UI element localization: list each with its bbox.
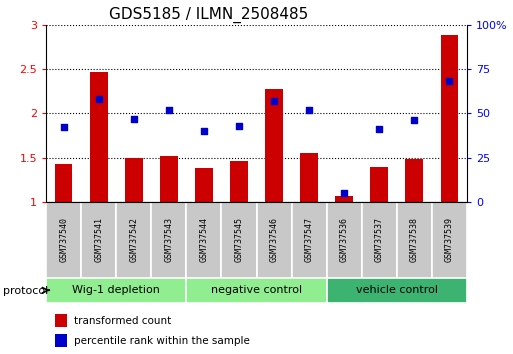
Point — [445, 79, 453, 84]
Bar — [432, 202, 467, 278]
Bar — [116, 202, 151, 278]
Text: percentile rank within the sample: percentile rank within the sample — [73, 336, 249, 346]
Text: GDS5185 / ILMN_2508485: GDS5185 / ILMN_2508485 — [109, 7, 308, 23]
Point — [130, 116, 138, 121]
Point — [235, 123, 243, 129]
Text: GSM737545: GSM737545 — [234, 217, 244, 262]
Text: Wig-1 depletion: Wig-1 depletion — [72, 285, 160, 295]
Bar — [397, 202, 432, 278]
Bar — [300, 153, 318, 202]
Bar — [256, 202, 291, 278]
Point — [60, 125, 68, 130]
Bar — [370, 167, 388, 202]
Bar — [336, 196, 353, 202]
Bar — [222, 202, 256, 278]
Text: GSM737546: GSM737546 — [269, 217, 279, 262]
Text: negative control: negative control — [211, 285, 302, 295]
Bar — [54, 314, 67, 327]
Text: GSM737539: GSM737539 — [445, 217, 454, 262]
Point — [305, 107, 313, 113]
Point — [94, 96, 103, 102]
Text: vehicle control: vehicle control — [356, 285, 438, 295]
Text: GSM737544: GSM737544 — [200, 217, 208, 262]
Bar — [327, 278, 467, 303]
Point — [270, 98, 278, 104]
Bar — [54, 334, 67, 347]
Bar — [327, 202, 362, 278]
Text: GSM737542: GSM737542 — [129, 217, 139, 262]
Point — [340, 190, 348, 196]
Text: transformed count: transformed count — [73, 316, 171, 326]
Bar — [265, 89, 283, 202]
Bar — [195, 168, 213, 202]
Point — [410, 118, 418, 123]
Text: GSM737536: GSM737536 — [340, 217, 349, 262]
Point — [200, 128, 208, 134]
Bar — [46, 202, 81, 278]
Bar — [441, 35, 458, 202]
Bar — [46, 278, 186, 303]
Text: GSM737540: GSM737540 — [59, 217, 68, 262]
Text: GSM737543: GSM737543 — [164, 217, 173, 262]
Point — [375, 126, 383, 132]
Bar — [151, 202, 186, 278]
Bar — [90, 72, 108, 202]
Text: protocol: protocol — [3, 286, 48, 296]
Text: GSM737541: GSM737541 — [94, 217, 103, 262]
Bar — [125, 158, 143, 202]
Bar — [160, 156, 177, 202]
Bar — [55, 164, 72, 202]
Bar — [230, 161, 248, 202]
Bar — [186, 202, 222, 278]
Text: GSM737538: GSM737538 — [410, 217, 419, 262]
Bar — [291, 202, 327, 278]
Text: GSM737537: GSM737537 — [374, 217, 384, 262]
Bar — [362, 202, 397, 278]
Text: GSM737547: GSM737547 — [305, 217, 313, 262]
Bar — [81, 202, 116, 278]
Point — [165, 107, 173, 113]
Bar — [186, 278, 327, 303]
Bar — [405, 159, 423, 202]
